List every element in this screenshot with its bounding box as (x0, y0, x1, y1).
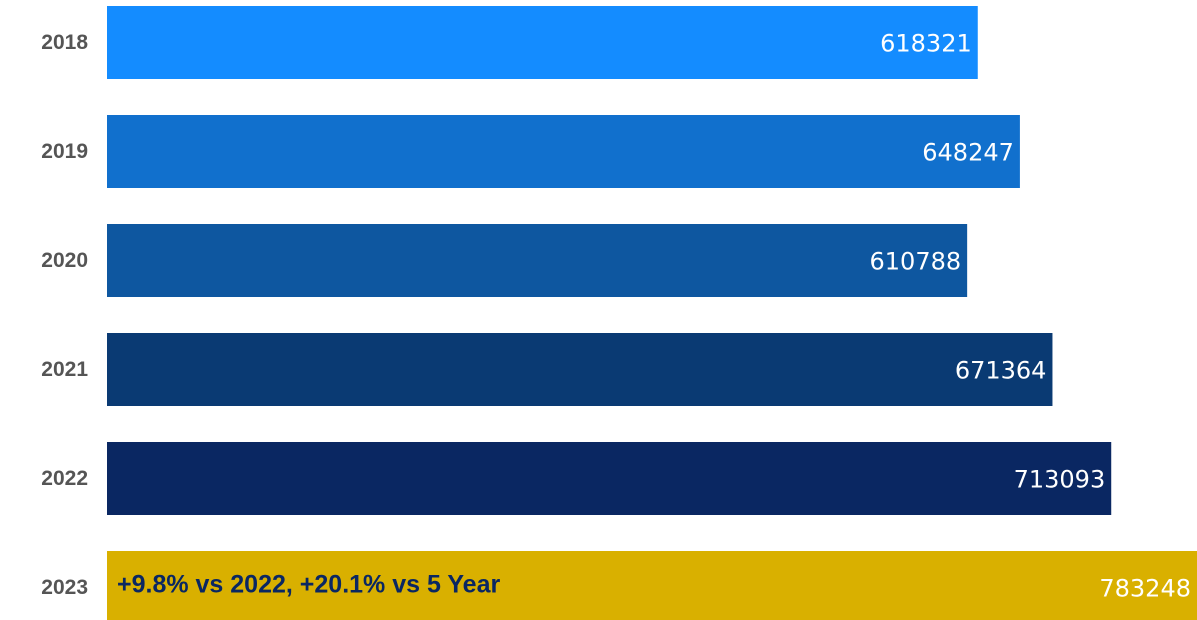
value-label: 610788 (870, 248, 962, 276)
bar (107, 551, 1197, 620)
category-label: 2018 (41, 31, 88, 54)
category-label: 2020 (41, 249, 88, 272)
bar (107, 224, 968, 297)
category-label: 2019 (41, 140, 88, 163)
category-label: 2023 (41, 576, 88, 599)
value-label: 713093 (1014, 466, 1106, 494)
bar (107, 115, 1020, 188)
annotation: +9.8% vs 2022, +20.1% vs 5 Year (117, 571, 500, 599)
category-label: 2021 (41, 358, 88, 381)
bar (107, 333, 1053, 406)
value-label: 618321 (880, 30, 972, 58)
value-label: 671364 (955, 357, 1047, 385)
bar (107, 442, 1112, 515)
category-label: 2022 (41, 467, 88, 490)
bar (107, 6, 978, 79)
value-label: 648247 (922, 139, 1014, 167)
value-label: 783248 (1099, 575, 1191, 603)
